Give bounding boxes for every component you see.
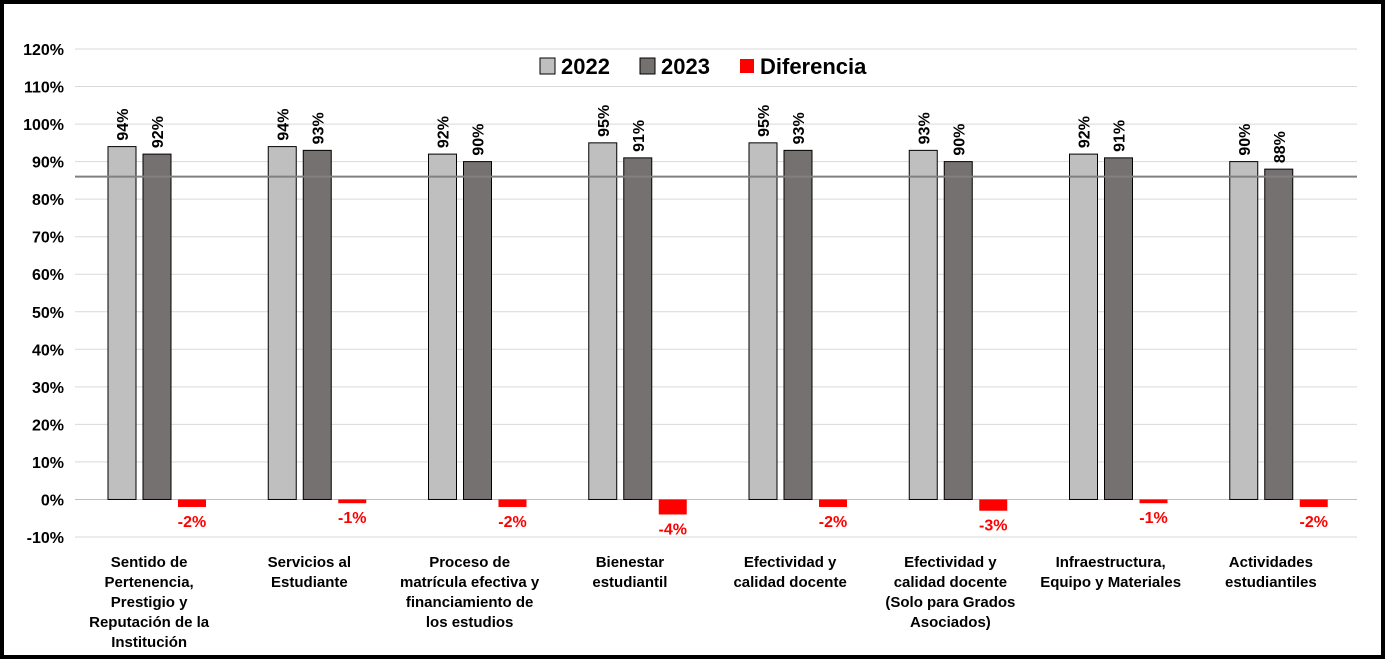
bar-diferencia-2 <box>498 499 527 507</box>
bar-diferencia-1 <box>338 499 367 504</box>
category-label: Sentido de <box>111 554 188 571</box>
data-label: 95% <box>756 105 773 137</box>
bar-2022-0 <box>107 146 137 500</box>
category-label: Proceso de <box>429 554 510 571</box>
category-label: Prestigio y <box>111 594 188 611</box>
data-label: 90% <box>1237 124 1254 156</box>
data-label: 95% <box>596 105 613 137</box>
gridlines <box>75 48 1357 538</box>
category-label: calidad docente <box>894 574 1007 591</box>
y-axis: -10% 0% 10% 20% 30% 40% 50% 60% 70% 80% 90% 100% 110… <box>23 42 64 547</box>
y-tick-label: 0% <box>41 492 64 509</box>
data-label: 94% <box>115 109 132 141</box>
bar-diferencia-4 <box>819 499 847 507</box>
legend-label: 2023 <box>661 54 710 79</box>
y-tick-label: -10% <box>27 530 64 547</box>
data-label-diferencia: -3% <box>979 518 1007 535</box>
legend: 2022 2023 Diferencia <box>539 54 867 79</box>
legend-label: 2022 <box>561 54 610 79</box>
bar-2023-5 <box>943 161 973 500</box>
data-label: 92% <box>1077 116 1094 148</box>
data-label-diferencia: -2% <box>178 514 206 531</box>
category-label: matrícula efectiva y <box>400 574 540 591</box>
bar-2023-0 <box>142 153 172 500</box>
data-label-diferencia: -2% <box>1300 514 1328 531</box>
data-label: 93% <box>310 112 327 144</box>
legend-label: Diferencia <box>760 54 867 79</box>
category-label: estudiantiles <box>1225 574 1317 591</box>
bar-2023-1 <box>302 149 332 500</box>
category-label: Infraestructura, <box>1056 554 1166 571</box>
legend-swatch-2023 <box>639 57 656 75</box>
y-tick-label: 110% <box>24 80 64 97</box>
bar-2022-6 <box>1069 153 1098 500</box>
y-tick-label: 80% <box>32 192 64 209</box>
category-label: Efectividad y <box>744 554 837 571</box>
category-label: Equipo y Materiales <box>1040 574 1181 591</box>
y-tick-label: 50% <box>32 305 64 322</box>
legend-swatch-diferencia <box>740 59 754 73</box>
bar-2023-4 <box>783 149 813 500</box>
bar-2022-2 <box>428 153 457 500</box>
bar-2023-2 <box>463 161 492 500</box>
data-label-diferencia: -2% <box>819 514 847 531</box>
y-tick-label: 70% <box>32 230 64 247</box>
category-label: (Solo para Grados <box>885 594 1015 611</box>
bar-2022-3 <box>588 142 618 500</box>
data-label: 91% <box>1112 120 1129 152</box>
category-label: Servicios al <box>268 554 351 571</box>
category-label: calidad docente <box>733 574 846 591</box>
bar-2022-4 <box>748 142 778 500</box>
category-label: Actividades <box>1229 554 1313 571</box>
bar-diferencia-3 <box>658 499 687 515</box>
category-label: Estudiante <box>271 574 348 591</box>
bar-2022-5 <box>908 149 938 500</box>
bar-diferencia-6 <box>1139 499 1168 504</box>
data-label: 90% <box>471 124 488 156</box>
bar-diferencia-7 <box>1299 499 1328 507</box>
data-label: 88% <box>1272 131 1289 163</box>
data-label: 90% <box>951 124 968 156</box>
data-label: 91% <box>631 120 648 152</box>
x-axis: Sentido de Pertenencia, Prestigio y Reputac… <box>89 554 1317 651</box>
category-label: Asociados) <box>910 614 991 631</box>
y-tick-label: 40% <box>32 342 64 359</box>
bar-2023-7 <box>1264 168 1294 500</box>
bar-2022-7 <box>1229 161 1259 500</box>
y-tick-label: 30% <box>32 380 64 397</box>
data-label-diferencia: -1% <box>338 510 366 527</box>
bar-diferencia-0 <box>178 499 206 507</box>
data-label: 93% <box>791 112 808 144</box>
category-label: estudiantil <box>592 574 667 591</box>
y-tick-label: 120% <box>23 42 64 59</box>
data-label-diferencia: -2% <box>498 514 526 531</box>
bar-diferencia-5 <box>979 499 1008 511</box>
data-labels: 94% 94% 92% 95% 95% 93% 92% 90% 92% 93% 90% 91% 93% 9… <box>115 105 1328 539</box>
category-label: Bienestar <box>596 554 665 571</box>
data-label: 92% <box>436 116 453 148</box>
data-label: 94% <box>275 109 292 141</box>
category-label: Institución <box>111 634 187 651</box>
data-label-diferencia: -1% <box>1139 510 1167 527</box>
category-label: los estudios <box>426 614 514 631</box>
y-tick-label: 20% <box>32 417 64 434</box>
category-label: Reputación de la <box>89 614 210 631</box>
y-tick-label: 10% <box>32 455 64 472</box>
category-label: financiamiento de <box>406 594 534 611</box>
category-label: Pertenencia, <box>105 574 194 591</box>
data-label: 92% <box>150 116 167 148</box>
category-label: Efectividad y <box>904 554 997 571</box>
bar-2022-1 <box>267 146 297 500</box>
bar-2023-6 <box>1104 157 1133 500</box>
data-label: 93% <box>916 112 933 144</box>
bar-2023-3 <box>623 157 653 500</box>
y-tick-label: 100% <box>23 117 64 134</box>
y-tick-label: 90% <box>32 155 64 172</box>
bars <box>107 142 1328 515</box>
data-label-diferencia: -4% <box>659 521 687 538</box>
legend-swatch-2022 <box>539 57 556 75</box>
y-tick-label: 60% <box>32 267 64 284</box>
